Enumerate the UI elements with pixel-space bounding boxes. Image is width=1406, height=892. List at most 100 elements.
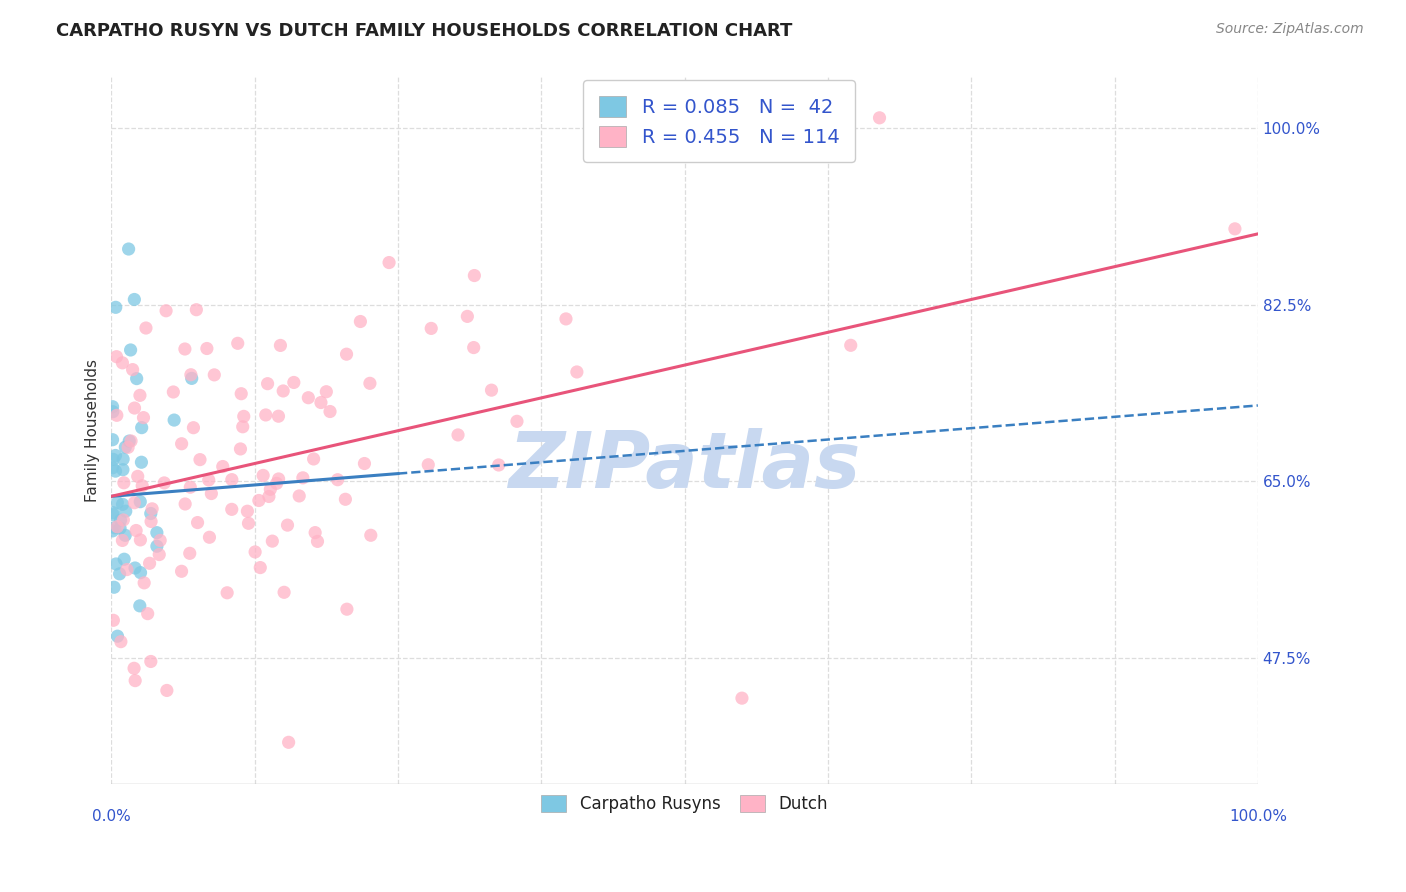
Point [153, 475, 176, 490]
Point [139, 507, 162, 521]
Point [103, 613, 125, 627]
Point [146, 525, 169, 540]
Point [488, 458, 510, 472]
Point [112, 475, 135, 490]
Point [131, 479, 153, 493]
Point [179, 546, 201, 560]
Point [291, 471, 314, 485]
Point [236, 504, 259, 518]
Point [335, 492, 357, 507]
Point [326, 473, 349, 487]
Point [115, 563, 138, 577]
Point [839, 338, 862, 352]
Point [174, 497, 197, 511]
Text: ZIPatlas: ZIPatlas [509, 428, 860, 504]
Point [360, 528, 382, 542]
Point [463, 341, 485, 355]
Point [101, 452, 124, 467]
Point [506, 414, 529, 428]
Point [256, 376, 278, 391]
Point [463, 268, 485, 283]
Point [124, 561, 146, 575]
Point [107, 629, 129, 643]
Point [132, 410, 155, 425]
Point [869, 111, 891, 125]
Point [101, 506, 124, 520]
Point [120, 434, 142, 448]
Point [179, 480, 201, 494]
Point [129, 533, 152, 547]
Point [112, 513, 135, 527]
Point [349, 314, 371, 328]
Text: CARPATHO RUSYN VS DUTCH FAMILY HOUSEHOLDS CORRELATION CHART: CARPATHO RUSYN VS DUTCH FAMILY HOUSEHOLD… [56, 22, 793, 40]
Point [156, 683, 179, 698]
Point [139, 655, 162, 669]
Point [447, 428, 470, 442]
Point [114, 504, 136, 518]
Point [129, 566, 152, 580]
Point [183, 420, 205, 434]
Point [101, 405, 124, 419]
Point [200, 486, 222, 500]
Point [211, 459, 233, 474]
Point [353, 457, 375, 471]
Point [307, 534, 329, 549]
Point [101, 433, 124, 447]
Point [125, 371, 148, 385]
Point [112, 452, 135, 467]
Point [231, 386, 253, 401]
Point [103, 580, 125, 594]
Point [104, 301, 127, 315]
Point [125, 524, 148, 538]
Point [174, 342, 197, 356]
Point [249, 560, 271, 574]
Point [170, 564, 193, 578]
Point [122, 661, 145, 675]
Point [111, 356, 134, 370]
Point [131, 455, 153, 469]
Point [456, 310, 478, 324]
Point [359, 376, 381, 391]
Point [202, 368, 225, 382]
Point [162, 384, 184, 399]
Point [141, 501, 163, 516]
Point [108, 521, 131, 535]
Point [304, 525, 326, 540]
Point [134, 575, 156, 590]
Point [105, 520, 128, 534]
Point [124, 673, 146, 688]
Point [1223, 222, 1246, 236]
Point [129, 494, 152, 508]
Point [378, 255, 401, 269]
Legend: Carpatho Rusyns, Dutch: Carpatho Rusyns, Dutch [533, 787, 837, 822]
Point [221, 473, 243, 487]
Point [108, 566, 131, 581]
Text: 100.0%: 100.0% [1229, 809, 1286, 824]
Point [254, 408, 277, 422]
Point [277, 735, 299, 749]
Point [135, 321, 157, 335]
Point [187, 516, 209, 530]
Point [259, 483, 281, 497]
Point [302, 452, 325, 467]
Point [267, 472, 290, 486]
Point [195, 342, 218, 356]
Text: Source: ZipAtlas.com: Source: ZipAtlas.com [1216, 22, 1364, 37]
Point [103, 521, 125, 535]
Point [110, 513, 132, 527]
Point [129, 388, 152, 402]
Y-axis label: Family Households: Family Households [86, 359, 100, 502]
Point [105, 495, 128, 509]
Point [105, 409, 128, 423]
Point [269, 338, 291, 352]
Point [138, 556, 160, 570]
Point [128, 599, 150, 613]
Point [112, 552, 135, 566]
Point [114, 528, 136, 542]
Point [111, 463, 134, 477]
Point [555, 312, 578, 326]
Point [110, 634, 132, 648]
Point [118, 434, 141, 448]
Point [731, 691, 754, 706]
Point [127, 469, 149, 483]
